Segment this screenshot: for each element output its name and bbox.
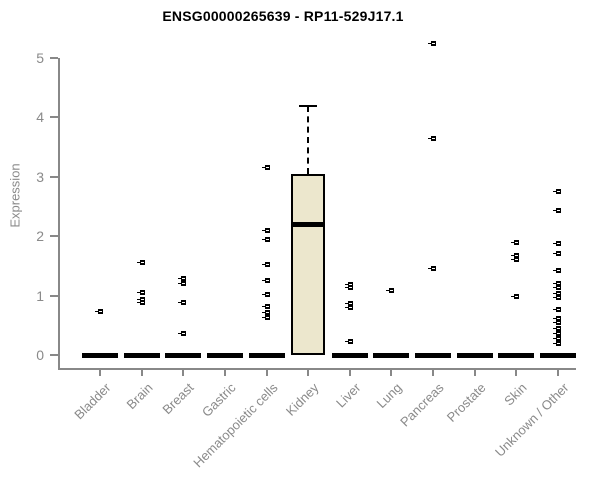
zero-median-bar	[415, 352, 452, 358]
data-point	[511, 252, 520, 258]
data-point	[428, 136, 437, 142]
y-axis-tick	[50, 116, 58, 119]
x-axis-tick	[223, 368, 226, 376]
data-point	[261, 236, 270, 242]
data-point	[261, 303, 270, 309]
y-tick-label: 0	[36, 347, 44, 363]
data-point	[136, 300, 145, 306]
data-point	[553, 320, 562, 326]
box-median	[291, 222, 326, 227]
data-point	[344, 339, 353, 345]
x-axis-tick	[390, 368, 393, 376]
data-point	[511, 240, 520, 246]
y-axis-tick	[50, 57, 58, 59]
zero-median-bar	[165, 352, 202, 358]
y-axis-line	[58, 58, 60, 368]
data-point	[511, 256, 520, 262]
data-point	[428, 265, 437, 271]
data-point	[178, 299, 187, 305]
zero-median-bar	[456, 352, 493, 358]
data-point	[344, 285, 353, 291]
data-point	[178, 276, 187, 282]
x-axis-tick	[307, 368, 310, 376]
data-point	[344, 304, 353, 310]
y-axis-tick	[50, 354, 58, 356]
data-point	[261, 309, 270, 315]
data-point	[261, 261, 270, 267]
x-axis-tick	[432, 368, 435, 376]
x-axis-tick	[99, 368, 101, 376]
data-point	[553, 250, 562, 256]
data-point	[553, 306, 562, 312]
data-point	[261, 291, 270, 297]
x-axis-tick	[265, 368, 268, 376]
x-axis-tick	[557, 368, 560, 376]
zero-median-bar	[123, 352, 160, 358]
y-tick-label: 1	[36, 287, 44, 304]
x-axis-line	[58, 368, 576, 370]
data-point	[553, 295, 562, 301]
data-point	[261, 165, 270, 171]
data-point	[553, 280, 562, 286]
zero-median-bar	[540, 352, 577, 358]
zero-median-bar	[206, 352, 243, 358]
zero-median-bar	[331, 352, 368, 358]
zero-median-bar	[498, 352, 535, 358]
data-point	[344, 281, 353, 287]
data-point	[511, 294, 520, 300]
y-tick-label: 5	[36, 50, 44, 66]
data-point	[178, 330, 187, 336]
data-point	[261, 227, 270, 233]
data-point	[136, 296, 145, 302]
zero-median-bar	[373, 352, 410, 358]
data-point	[261, 277, 270, 283]
y-axis-tick	[50, 235, 58, 238]
data-point	[344, 301, 353, 307]
data-point	[553, 267, 562, 273]
data-point	[428, 41, 437, 47]
y-axis-tick	[50, 294, 58, 297]
data-point	[95, 308, 103, 314]
data-point	[136, 289, 145, 295]
data-point	[553, 315, 562, 321]
y-axis-label: Expression	[7, 163, 23, 228]
data-point	[553, 241, 562, 247]
data-point	[553, 285, 562, 291]
data-point	[553, 208, 562, 214]
box-body	[291, 173, 326, 355]
whisker-cap	[299, 104, 318, 108]
data-point	[553, 290, 562, 296]
x-axis-tick	[140, 368, 143, 376]
x-axis-tick	[182, 368, 185, 376]
data-point	[553, 330, 562, 336]
y-tick-label: 3	[36, 168, 44, 185]
y-tick-label: 2	[36, 228, 44, 245]
data-point	[178, 280, 187, 286]
data-point	[553, 325, 562, 331]
zero-median-bar	[248, 352, 285, 358]
zero-median-bar	[82, 352, 118, 358]
box-whisker	[307, 105, 310, 174]
data-point	[553, 340, 562, 346]
y-axis-tick	[50, 175, 58, 178]
data-point	[553, 336, 562, 342]
x-axis-tick	[473, 368, 476, 376]
x-axis-tick	[515, 368, 518, 376]
x-axis-tick	[348, 368, 351, 376]
data-point	[386, 287, 395, 293]
data-point	[136, 260, 145, 266]
data-point	[553, 189, 562, 195]
y-tick-label: 4	[36, 109, 44, 126]
data-point	[261, 315, 270, 321]
chart-title: ENSG00000265639 - RP11-529J17.1	[162, 8, 404, 24]
